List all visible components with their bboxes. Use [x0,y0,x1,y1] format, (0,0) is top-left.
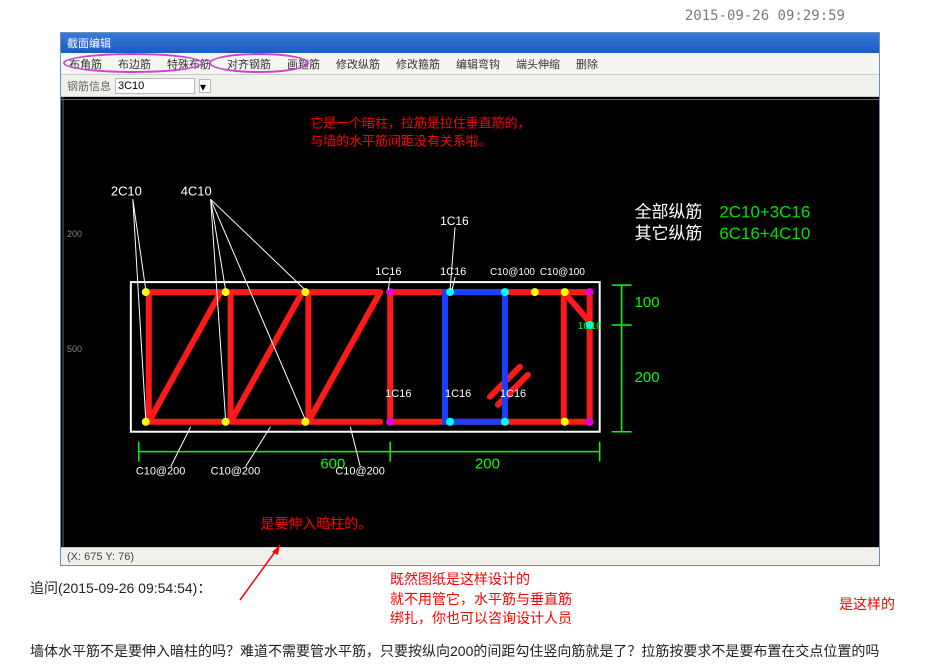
status-bar: (X: 675 Y: 76) [61,547,879,565]
menu-item-bianjiwangou[interactable]: 编辑弯钩 [452,54,504,74]
stirrup-group [149,292,590,422]
lbl-4c10: 4C10 [181,183,212,198]
lbl-2c10: 2C10 [111,183,142,198]
lbl-c100b: C10@100 [540,267,585,278]
red-mid-1: 既然图纸是这样设计的 [390,570,572,590]
canvas-red-note-2: 与墙的水平筋间距没有关系啦。 [310,133,491,148]
menu-item-bubianjin[interactable]: 布边筋 [114,54,155,74]
summary-br: 6C16+4C10 [719,224,810,243]
arrow-icon [230,540,290,610]
question-text: 墙体水平筋不是要伸入暗柱的吗？难道不需要管水平筋，只要按纵向200的间距勾住竖向… [30,641,895,662]
dim-200v: 200 [635,369,660,386]
canvas-red-note-1: 它是一个暗柱，拉筋是拉住垂直筋的， [310,115,530,130]
lbl-c200b: C10@200 [211,466,261,478]
canvas-svg: 500 200 它是一个暗柱，拉筋是拉住垂直筋的， 与墙的水平筋间距没有关系啦。 [61,97,879,547]
dropdown-arrow-icon[interactable]: ▾ [199,79,211,93]
ruler-200: 200 [67,229,82,239]
lbl-top1c16: 1C16 [440,214,469,228]
annotation-below: 追问(2015-09-26 09:54:54)： 既然图纸是这样设计的 就不用管… [30,570,925,629]
ruler-500: 500 [67,344,82,354]
lbl-mid1c16a: 1C16 [375,266,401,278]
red-annot-mid: 既然图纸是这样设计的 就不用管它，水平筋与垂直筋 绑扎，你也可以咨询设计人员 [390,570,572,629]
canvas-red-note-bot: 是要伸入暗柱的。 [261,515,373,531]
dim-200h: 200 [475,456,500,473]
title-bar: 截面编辑 [61,33,879,53]
stirrup-blue [445,292,505,422]
menu-item-xiugaigujin[interactable]: 修改箍筋 [392,54,444,74]
menu-item-bujiaojin[interactable]: 布角筋 [65,54,106,74]
menu-item-xiugaizongjin[interactable]: 修改纵筋 [332,54,384,74]
section-outline [131,282,600,432]
lbl-mid1c16b: 1C16 [440,266,466,278]
app-window: 截面编辑 布角筋 布边筋 特殊布筋 对齐钢筋 画箍筋 修改纵筋 修改箍筋 编辑弯… [60,32,880,566]
summary-al: 全部纵筋 [635,202,703,221]
lbl-c200c: C10@200 [335,466,385,478]
lbl-bot1c16c: 1C16 [500,388,526,400]
menu-item-shanchu[interactable]: 删除 [572,54,602,74]
menu-item-duantoushensuo[interactable]: 端头伸缩 [512,54,564,74]
timestamp-top: 2015-09-26 09:29:59 [0,0,925,28]
followup-label: 追问(2015-09-26 09:54:54)： [30,578,380,598]
red-mid-2: 就不用管它，水平筋与垂直筋 [390,590,572,610]
summary-bl: 其它纵筋 [635,224,703,243]
summary-ar: 2C10+3C16 [719,202,810,221]
right-red-note: 是这样的 [839,594,895,614]
toolbar: 钢筋信息 ▾ [61,75,879,97]
red-mid-3: 绑扎，你也可以咨询设计人员 [390,609,572,629]
drawing-canvas[interactable]: 500 200 它是一个暗柱，拉筋是拉住垂直筋的， 与墙的水平筋间距没有关系啦。 [61,97,879,547]
cursor-position: (X: 675 Y: 76) [67,551,134,563]
menu-item-huagujin[interactable]: 画箍筋 [283,54,324,74]
lbl-bot1c16a: 1C16 [385,388,411,400]
lbl-side-1c16: 1C16 [578,321,602,332]
lbl-bot1c16b: 1C16 [445,388,471,400]
leaders [133,199,455,466]
menu-item-teshubujin[interactable]: 特殊布筋 [163,54,215,74]
rebar-info-input[interactable] [115,78,195,94]
toolbar-label: 钢筋信息 [67,78,111,94]
menu-bar: 布角筋 布边筋 特殊布筋 对齐钢筋 画箍筋 修改纵筋 修改箍筋 编辑弯钩 端头伸… [61,53,879,75]
lbl-c100a: C10@100 [490,267,535,278]
dim-100: 100 [635,294,660,311]
menu-item-duiqigangjin[interactable]: 对齐钢筋 [223,54,275,74]
lbl-c200a: C10@200 [136,466,186,478]
